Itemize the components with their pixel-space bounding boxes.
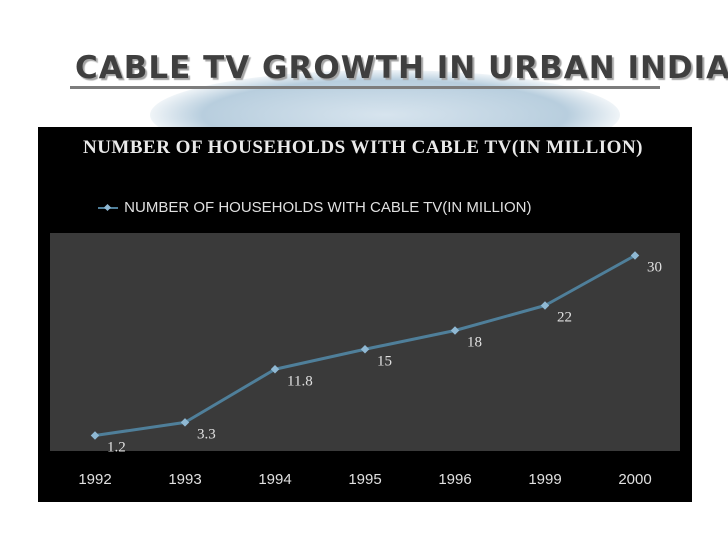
x-tick-label: 1996	[438, 471, 471, 488]
x-tick-label: 1994	[258, 471, 291, 488]
x-tick-label: 2000	[618, 471, 651, 488]
data-point-marker	[270, 365, 280, 374]
data-point-marker	[360, 345, 370, 354]
data-point-marker	[540, 301, 550, 310]
legend-marker-icon	[98, 203, 118, 213]
slide-title: CABLE TV GROWTH IN URBAN INDIA	[75, 50, 728, 86]
x-tick-label: 1995	[348, 471, 381, 488]
x-tick-label: 1993	[168, 471, 201, 488]
data-point-marker	[180, 418, 190, 427]
plot-area	[50, 233, 680, 451]
title-underline	[70, 86, 660, 89]
data-label: 1.2	[107, 440, 126, 456]
data-point-marker	[90, 431, 100, 440]
data-label: 15	[377, 353, 392, 369]
chart-panel: NUMBER OF HOUSEHOLDS WITH CABLE TV(IN MI…	[38, 127, 692, 502]
data-label: 18	[467, 335, 482, 351]
legend-label: NUMBER OF HOUSEHOLDS WITH CABLE TV(IN MI…	[124, 199, 532, 216]
data-label: 3.3	[197, 426, 216, 442]
line-chart: 1.2 3.3 11.8 15 18 22 30 1992 1993 1994 1995 1996 1…	[50, 233, 680, 488]
data-label: 11.8	[287, 373, 313, 389]
data-point-marker	[450, 326, 460, 335]
data-label: 30	[647, 260, 662, 276]
chart-legend: NUMBER OF HOUSEHOLDS WITH CABLE TV(IN MI…	[98, 199, 531, 216]
chart-title: NUMBER OF HOUSEHOLDS WITH CABLE TV(IN MI…	[82, 137, 643, 158]
data-label: 22	[557, 310, 572, 326]
x-tick-label: 1999	[528, 471, 561, 488]
x-tick-label: 1992	[78, 471, 111, 488]
